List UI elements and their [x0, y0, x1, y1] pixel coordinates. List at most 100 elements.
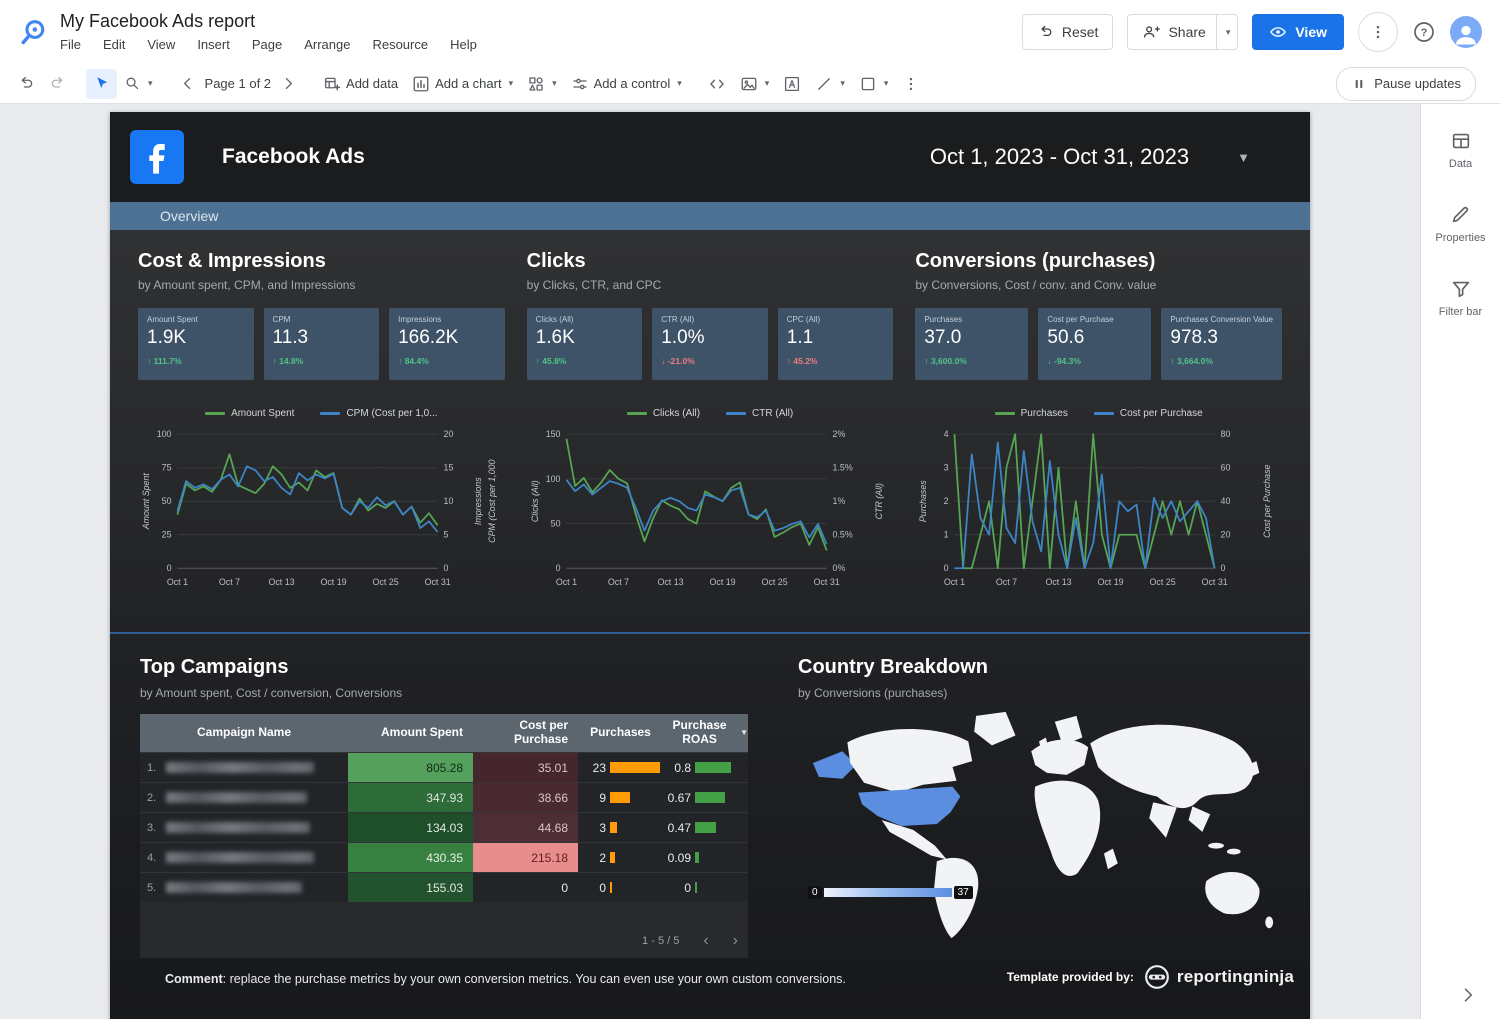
image-icon: [741, 77, 757, 90]
purchases-value: 0: [599, 880, 606, 895]
embed-code-button[interactable]: [701, 69, 733, 99]
page-indicator[interactable]: Page 1 of 2: [204, 76, 272, 91]
scorecard[interactable]: Cost per Purchase 50.6 ↓ -94.3%: [1038, 308, 1152, 380]
menu-view[interactable]: View: [147, 36, 176, 52]
tick-label: 0: [444, 563, 449, 573]
panel-tab-filter-bar[interactable]: Filter bar: [1439, 278, 1482, 318]
scorecard[interactable]: Purchases Conversion Value 978.3 ↑ 3,664.0…: [1161, 308, 1282, 380]
x-axis-label: Oct 13: [657, 577, 683, 587]
x-axis-label: Oct 7: [608, 577, 629, 587]
purchases-value: 2: [599, 850, 606, 865]
scorecard[interactable]: Impressions 166.2K ↑ 84.4%: [389, 308, 505, 380]
panel-tab-properties[interactable]: Properties: [1435, 204, 1486, 244]
add-control-button[interactable]: Add a control ▾: [564, 69, 689, 99]
community-visualizations-button[interactable]: ▾: [520, 69, 564, 99]
table-row[interactable]: 5. 155.03 0 0 0: [140, 872, 748, 902]
line-tool-button[interactable]: ▾: [808, 69, 852, 99]
pause-updates-button[interactable]: Pause updates: [1336, 66, 1476, 101]
prev-page-button[interactable]: [172, 69, 203, 99]
tick-label: 50: [550, 519, 560, 529]
section-title: Conversions (purchases): [915, 250, 1156, 272]
template-credit: Template provided by: reportingninja: [1007, 964, 1294, 990]
tab-overview[interactable]: Overview: [110, 202, 1310, 230]
table-row[interactable]: 4. 430.35 215.18 2 0.09: [140, 842, 748, 872]
text-tool-button[interactable]: [776, 69, 808, 99]
menu-arrange[interactable]: Arrange: [304, 36, 351, 52]
menu-page[interactable]: Page: [251, 36, 283, 52]
toolbar-more-button[interactable]: [895, 69, 927, 99]
table-row[interactable]: 2. 347.93 38.66 9 0.67: [140, 782, 748, 812]
timeseries-chart[interactable]: 0 1 2 3 4 0 20 40 60 80 Oct 1 Oct 7 Oct 13 Oct 19 Oct …: [915, 423, 1282, 609]
purchases-bar: [610, 792, 630, 803]
axis-title: CTR (All): [874, 483, 884, 519]
scorecard[interactable]: Purchases 37.0 ↑ 3,600.0%: [915, 308, 1029, 380]
scorecard[interactable]: Amount Spent 1.9K ↑ 111.7%: [138, 308, 254, 380]
row-rank: 4.: [147, 851, 157, 864]
scorecard-change: ↓ -94.3%: [1047, 356, 1081, 366]
menu-help[interactable]: Help: [450, 36, 477, 52]
select-tool-button[interactable]: [86, 68, 117, 99]
shape-tool-button[interactable]: ▾: [852, 69, 896, 99]
col-campaign-name[interactable]: Campaign Name: [196, 725, 292, 740]
line-chart-svg: 0 50 100 150 0% 0.5% 1% 1.5% 2% Oct 1 Oct 7 Oct 13 O…: [529, 429, 884, 587]
table-header: Campaign Name Amount Spent Cost per Purc…: [140, 714, 748, 752]
roas-cell: 0.09: [663, 843, 748, 872]
collapse-panel-button[interactable]: [1458, 985, 1478, 1005]
report-header: Facebook Ads Oct 1, 2023 - Oct 31, 2023 …: [110, 112, 1310, 202]
more-options-button[interactable]: [1358, 12, 1398, 52]
canada: [847, 729, 973, 793]
table-row[interactable]: 3. 134.03 44.68 3 0.47: [140, 812, 748, 842]
undo-button[interactable]: [10, 69, 42, 99]
col-purchase-roas[interactable]: Purchase ROAS ▼: [672, 718, 748, 746]
scorecard[interactable]: CPC (All) 1.1 ↑ 45.2%: [777, 308, 894, 380]
share-button[interactable]: Share ▾: [1127, 14, 1239, 50]
panel-tab-data[interactable]: Data: [1449, 130, 1472, 170]
image-tool-button[interactable]: ▾: [733, 69, 777, 99]
menu-edit[interactable]: Edit: [102, 36, 126, 52]
legend-item: Cost per Purchase: [1093, 408, 1203, 419]
zoom-tool-button[interactable]: ▾: [117, 69, 160, 99]
menu-insert[interactable]: Insert: [197, 36, 230, 52]
scorecard[interactable]: CPM 11.3 ↑ 14.8%: [263, 308, 380, 380]
menu-bar: File Edit View Insert Page Arrange Resource Hel…: [60, 35, 487, 54]
scorecard-label: CTR (All): [661, 315, 695, 324]
axis-title: CPM (Cost per 1,000: [487, 460, 497, 543]
table-row[interactable]: 1. 805.28 35.01 23 0.8: [140, 752, 748, 782]
menu-file[interactable]: File: [60, 36, 81, 52]
amount-spent-cell: 430.35: [348, 843, 473, 872]
roas-cell: 0: [663, 873, 748, 902]
view-button[interactable]: View: [1252, 14, 1344, 50]
report-canvas[interactable]: Facebook Ads Oct 1, 2023 - Oct 31, 2023 …: [110, 112, 1310, 1019]
world-map[interactable]: [798, 708, 1290, 944]
tick-label: 3: [944, 463, 949, 473]
sliders-icon: [572, 78, 587, 89]
avatar[interactable]: [1450, 16, 1482, 48]
campaigns-table[interactable]: Campaign Name Amount Spent Cost per Purc…: [140, 714, 748, 958]
tick-label: 0%: [832, 563, 845, 573]
share-menu-caret[interactable]: ▾: [1215, 15, 1238, 49]
timeseries-chart[interactable]: 0 50 100 150 0% 0.5% 1% 1.5% 2% Oct 1 Oct 7 Oct 13 O…: [527, 423, 894, 609]
col-purchases[interactable]: Purchases: [590, 725, 651, 740]
next-rows-icon[interactable]: ›: [732, 932, 738, 949]
date-range-control[interactable]: Oct 1, 2023 - Oct 31, 2023 ▼: [930, 144, 1250, 170]
scorecard-label: CPC (All): [786, 315, 821, 324]
purchases-bar: [610, 882, 612, 893]
col-cost-per-purchase[interactable]: Cost per Purchase: [513, 718, 568, 746]
help-button[interactable]: ?: [1412, 20, 1436, 44]
redo-button[interactable]: [42, 69, 74, 99]
add-chart-button[interactable]: Add a chart ▾: [405, 69, 520, 99]
col-amount-spent[interactable]: Amount Spent: [381, 725, 463, 740]
svg-text:?: ?: [1421, 27, 1428, 39]
scorecard-label: Impressions: [398, 315, 442, 324]
scorecard[interactable]: Clicks (All) 1.6K ↑ 45.8%: [526, 308, 643, 380]
timeseries-chart[interactable]: 0 25 50 75 100 0 5 10 15 20 Oct 1 Oct 7 Oct 13 Oct 19…: [138, 423, 505, 609]
next-page-button[interactable]: [273, 69, 304, 99]
reset-button[interactable]: Reset: [1021, 14, 1114, 50]
prev-rows-icon[interactable]: ‹: [703, 932, 709, 949]
menu-resource[interactable]: Resource: [372, 36, 429, 52]
scorecard[interactable]: CTR (All) 1.0% ↓ -21.0%: [652, 308, 768, 380]
country-breakdown-subtitle: by Conversions (purchases): [798, 686, 948, 700]
add-data-button[interactable]: Add data: [316, 69, 405, 99]
report-title[interactable]: My Facebook Ads report: [60, 10, 256, 31]
reportingninja-logo[interactable]: reportingninja: [1144, 964, 1294, 990]
